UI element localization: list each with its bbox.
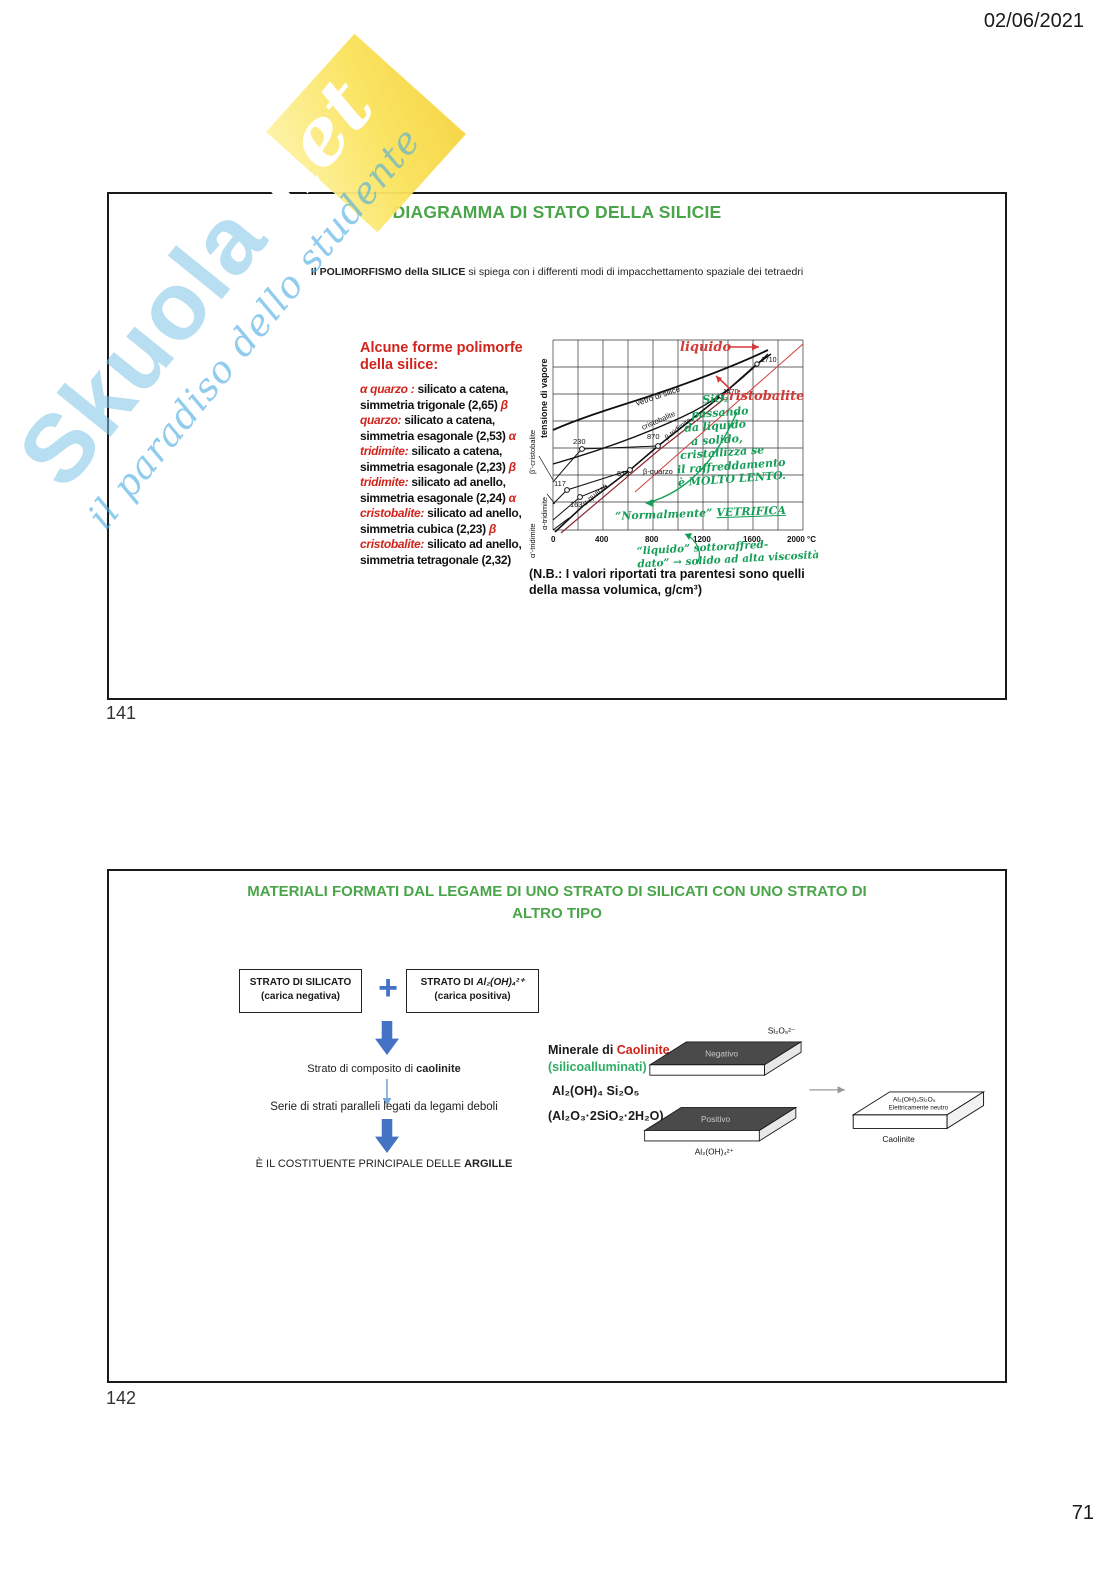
- slab-positivo-label: Positivo: [701, 1114, 731, 1124]
- form-desc: silicato a catena, simmetria esagonale (…: [360, 444, 506, 474]
- slide1-subtitle-bold: Il POLIMORFISMO della SILICE: [310, 266, 466, 278]
- phase-diagram-svg: tensione di vapore β'-cristobalite α-tri…: [528, 339, 816, 565]
- x-tick-400: 400: [595, 535, 609, 544]
- silicoalluminati-label: (silicoalluminati): [548, 1060, 647, 1074]
- slab-bottom-label: Al₂(OH)₄²⁺: [695, 1146, 734, 1156]
- point-163: 163: [570, 500, 583, 509]
- slide1-subtitle: Il POLIMORFISMO della SILICE si spiega c…: [109, 266, 1005, 278]
- thin-down-arrow-icon: [382, 1079, 392, 1106]
- down-arrow-icon: [375, 1119, 399, 1153]
- form-desc: silicato ad anello, simmetria tetragonal…: [360, 537, 522, 567]
- chart-side-label-cristobalite: β'-cristobalite: [528, 430, 537, 474]
- point-1710: 1710: [761, 357, 777, 364]
- slide2-title-line2: ALTRO TIPO: [512, 905, 602, 922]
- point-1470: 1470: [723, 389, 739, 396]
- document-page-number: 71: [1071, 1502, 1094, 1524]
- form-term: α quarzo :: [360, 382, 415, 396]
- form-term: β cristobalite:: [360, 521, 497, 552]
- neutral-slab-caption: Caolinite: [882, 1134, 915, 1144]
- hw-cristobalite-label: cristobalite: [721, 389, 804, 404]
- slide-142: MATERIALI FORMATI DAL LEGAME DI UNO STRA…: [107, 869, 1007, 1383]
- point-230: 230: [573, 437, 586, 446]
- hw-green-note: SiO₂ passando da liquido a solido, crist…: [676, 391, 787, 490]
- kaolinite-formula-1: Al₂(OH)₄ Si₂O₅: [552, 1084, 640, 1098]
- page-date: 02/06/2021: [983, 10, 1084, 32]
- x-tick-800: 800: [645, 535, 659, 544]
- slab-negativo-label: Negativo: [705, 1048, 738, 1058]
- hw-liquido-label: liquido: [680, 340, 731, 355]
- form-term: β quarzo:: [360, 397, 508, 428]
- form-desc: silicato ad anello, simmetria esagonale …: [360, 475, 506, 505]
- slide1-subtitle-rest: si spiega con i differenti modi di impac…: [465, 266, 804, 278]
- plus-sign: +: [378, 969, 398, 1007]
- kaolinite-layers-diagram: Si₂O₅²⁻ Negativo Positivo Al₂(OH)₄²⁺ Al₂…: [643, 1026, 986, 1156]
- chart-side-label-a1-tridimite: α'-tridimite: [528, 523, 537, 558]
- slab-top-label: Si₂O₅²⁻: [768, 1026, 796, 1036]
- silica-phase-diagram: tensione di vapore β'-cristobalite α-tri…: [525, 334, 819, 582]
- slide1-title: DIAGRAMMA DI STATO DELLA SILICIE: [392, 202, 722, 222]
- form-desc: silicato a catena, simmetria esagonale (…: [360, 413, 506, 443]
- curve-label-beta-quarzo: β-quarzo: [643, 467, 673, 476]
- form-term: α cristobalite:: [360, 490, 516, 521]
- down-arrow-icon: [375, 1021, 399, 1055]
- chart-y-axis-label: tensione di vapore: [539, 358, 549, 438]
- curve-label-cristobalite: cristobalite: [640, 409, 676, 432]
- x-tick-2000: 2000 °C: [787, 535, 816, 544]
- slide1-page-label: 141: [106, 703, 137, 723]
- point-575: 575: [617, 469, 630, 478]
- mineral-caolinite-label: Minerale di Caolinite: [548, 1043, 670, 1057]
- slide2-title-line1: MATERIALI FORMATI DAL LEGAME DI UNO STRA…: [247, 883, 867, 900]
- slide2-title: MATERIALI FORMATI DAL LEGAME DI UNO STRA…: [109, 881, 1005, 925]
- form-term: β tridimite:: [360, 459, 516, 490]
- x-tick-0: 0: [551, 535, 556, 544]
- form-desc: silicato a catena, simmetria trigonale (…: [360, 382, 509, 412]
- neutral-slab-charge: Elettricamente neutro: [889, 1105, 949, 1112]
- slide-141: DIAGRAMMA DI STATO DELLA SILICIE Il POLI…: [107, 192, 1007, 700]
- x-tick-1200: 1200: [693, 535, 711, 544]
- polymorph-heading: Alcune forme polimorfe della silice:: [360, 340, 523, 373]
- polymorph-list: α quarzo : silicato a catena, simmetria …: [360, 382, 537, 568]
- step-composito-caolinite: Strato di composito di caolinite: [307, 1063, 461, 1075]
- box-strato-silicato: STRATO DI SILICATO (carica negativa): [239, 969, 362, 1013]
- neutral-slab-formula: Al₂(OH)₄Si₂O₅: [893, 1096, 936, 1103]
- nb-note: (N.B.: I valori riportati tra parentesi …: [529, 567, 805, 597]
- form-term: α tridimite:: [360, 428, 516, 459]
- form-desc: silicato ad anello, simmetria cubica (2,…: [360, 506, 522, 536]
- point-117: 117: [554, 479, 566, 488]
- chart-side-label-a-tridimite: α-tridimite: [540, 497, 549, 530]
- point-870: 870: [647, 432, 660, 441]
- slide2-page-label: 142: [106, 1388, 137, 1408]
- kaolinite-formula-2: (Al₂O₃·2SiO₂·2H₂O): [548, 1109, 664, 1123]
- box-strato-allumina: STRATO DI Al₂(OH)₄²⁺ (carica positiva): [406, 969, 539, 1013]
- x-tick-1600: 1600: [743, 535, 761, 544]
- step-costituente-argille: È IL COSTITUENTE PRINCIPALE DELLE ARGILL…: [255, 1158, 513, 1170]
- step-strati-paralleli: Serie di strati paralleli legati da lega…: [270, 1101, 498, 1113]
